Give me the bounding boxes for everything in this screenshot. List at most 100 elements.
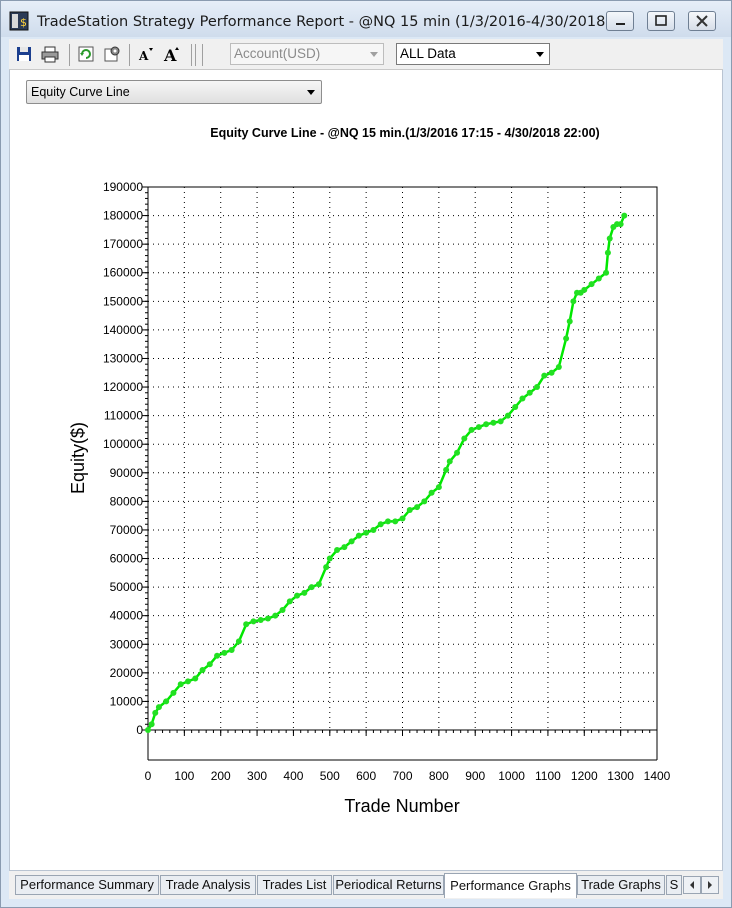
minimize-button[interactable] [606, 11, 634, 31]
report-tabs: Performance Summary Trade Analysis Trade… [9, 870, 723, 899]
equity-point [534, 384, 541, 391]
font-increase-icon[interactable]: A [163, 45, 181, 63]
equity-point [606, 235, 613, 242]
minimize-icon [616, 23, 625, 25]
toolbar: A A Account(USD) ALL Data [9, 39, 723, 70]
tab-trades-list[interactable]: Trades List [257, 875, 332, 895]
svg-text:A: A [138, 49, 149, 63]
equity-point [377, 521, 384, 528]
equity-point [512, 404, 519, 411]
save-icon[interactable] [15, 45, 33, 63]
y-tick-label: 150000 [103, 294, 143, 308]
tab-performance-graphs[interactable]: Performance Graphs [444, 873, 577, 898]
tab-scroll-right-button[interactable] [701, 876, 719, 894]
y-tick-label: 50000 [110, 580, 144, 594]
equity-point [541, 372, 548, 379]
y-tick-label: 170000 [103, 237, 143, 251]
tab-performance-summary[interactable]: Performance Summary [15, 875, 159, 895]
y-tick-labels: 0 10000 20000 30000 40000 50000 60000 70000 8000… [103, 180, 143, 737]
y-axis-label: Equity($) [68, 422, 88, 494]
equity-point [483, 421, 490, 428]
equity-point [243, 621, 250, 628]
equity-point [155, 704, 162, 711]
chevron-left-icon [690, 881, 694, 889]
x-tick-label: 700 [392, 769, 412, 783]
close-button[interactable] [688, 11, 716, 31]
y-tick-label: 120000 [103, 380, 143, 394]
x-tick-label: 500 [320, 769, 340, 783]
equity-point [326, 555, 333, 562]
y-tick-label: 140000 [103, 323, 143, 337]
equity-point [341, 544, 348, 551]
equity-point [555, 364, 562, 371]
x-tick-label: 1100 [535, 769, 561, 783]
equity-point [581, 286, 588, 293]
equity-point [621, 212, 628, 219]
equity-point [443, 466, 450, 473]
equity-point [177, 681, 184, 688]
equity-point [603, 269, 610, 276]
tab-periodical-returns[interactable]: Periodical Returns [333, 875, 444, 895]
x-tick-labels: 0 100 200 300 400 500 600 700 800 900 1000 1100 1200… [145, 769, 671, 783]
y-tick-label: 40000 [110, 609, 144, 623]
toolbar-separator [202, 44, 203, 66]
equity-point [257, 616, 264, 623]
y-tick-label: 160000 [103, 266, 143, 280]
y-tick-label: 70000 [110, 523, 144, 537]
equity-point [145, 727, 151, 733]
equity-point [370, 526, 377, 533]
equity-curve-chart: Equity Curve Line - @NQ 15 min.(1/3/2016… [68, 126, 671, 816]
y-tick-label: 0 [136, 723, 143, 737]
equity-point [250, 618, 257, 625]
equity-point [301, 589, 308, 596]
equity-point [308, 584, 315, 591]
tab-trade-graphs[interactable]: Trade Graphs [577, 875, 665, 895]
account-combo-value: Account(USD) [234, 46, 321, 61]
gridlines [148, 187, 657, 730]
x-tick-label: 300 [247, 769, 267, 783]
y-tick-label: 20000 [110, 666, 144, 680]
equity-point [184, 678, 191, 685]
print-icon[interactable] [41, 45, 59, 63]
equity-point [421, 498, 428, 505]
equity-point [454, 449, 461, 456]
graph-type-select[interactable]: Equity Curve Line [26, 80, 322, 104]
account-combo[interactable]: Account(USD) [230, 43, 384, 65]
x-tick-label: 400 [283, 769, 303, 783]
equity-point [264, 615, 271, 622]
equity-point [519, 395, 526, 402]
equity-point [363, 529, 370, 536]
tab-truncated[interactable]: S [666, 875, 682, 895]
equity-point [428, 489, 435, 496]
chevron-right-icon [708, 881, 712, 889]
maximize-icon [655, 15, 667, 26]
equity-point [414, 504, 421, 511]
equity-point [570, 298, 577, 305]
data-range-combo-value: ALL Data [400, 46, 456, 61]
data-range-combo[interactable]: ALL Data [396, 43, 550, 65]
tradestation-app-icon: $ [9, 11, 29, 31]
equity-point [192, 675, 199, 682]
equity-point [497, 418, 504, 425]
equity-point [595, 275, 602, 282]
equity-point [214, 652, 221, 659]
equity-point [617, 221, 624, 228]
graph-panel: Equity Curve Line Equity Curve Line - @N… [9, 70, 723, 870]
font-decrease-icon[interactable]: A [137, 45, 155, 63]
toolbar-separator [129, 44, 130, 66]
equity-point [348, 538, 355, 545]
x-tick-label: 0 [145, 769, 152, 783]
tab-scroll-left-button[interactable] [683, 876, 701, 894]
equity-point [199, 666, 206, 673]
equity-point [294, 592, 301, 599]
tab-trade-analysis[interactable]: Trade Analysis [160, 875, 256, 895]
equity-point [446, 458, 453, 465]
equity-point [435, 484, 442, 491]
properties-icon[interactable] [103, 45, 121, 63]
y-tick-label: 130000 [103, 351, 143, 365]
refresh-icon[interactable] [77, 45, 95, 63]
equity-point [228, 646, 235, 653]
equity-point [548, 369, 555, 376]
maximize-button[interactable] [647, 11, 675, 31]
equity-point [279, 606, 286, 613]
